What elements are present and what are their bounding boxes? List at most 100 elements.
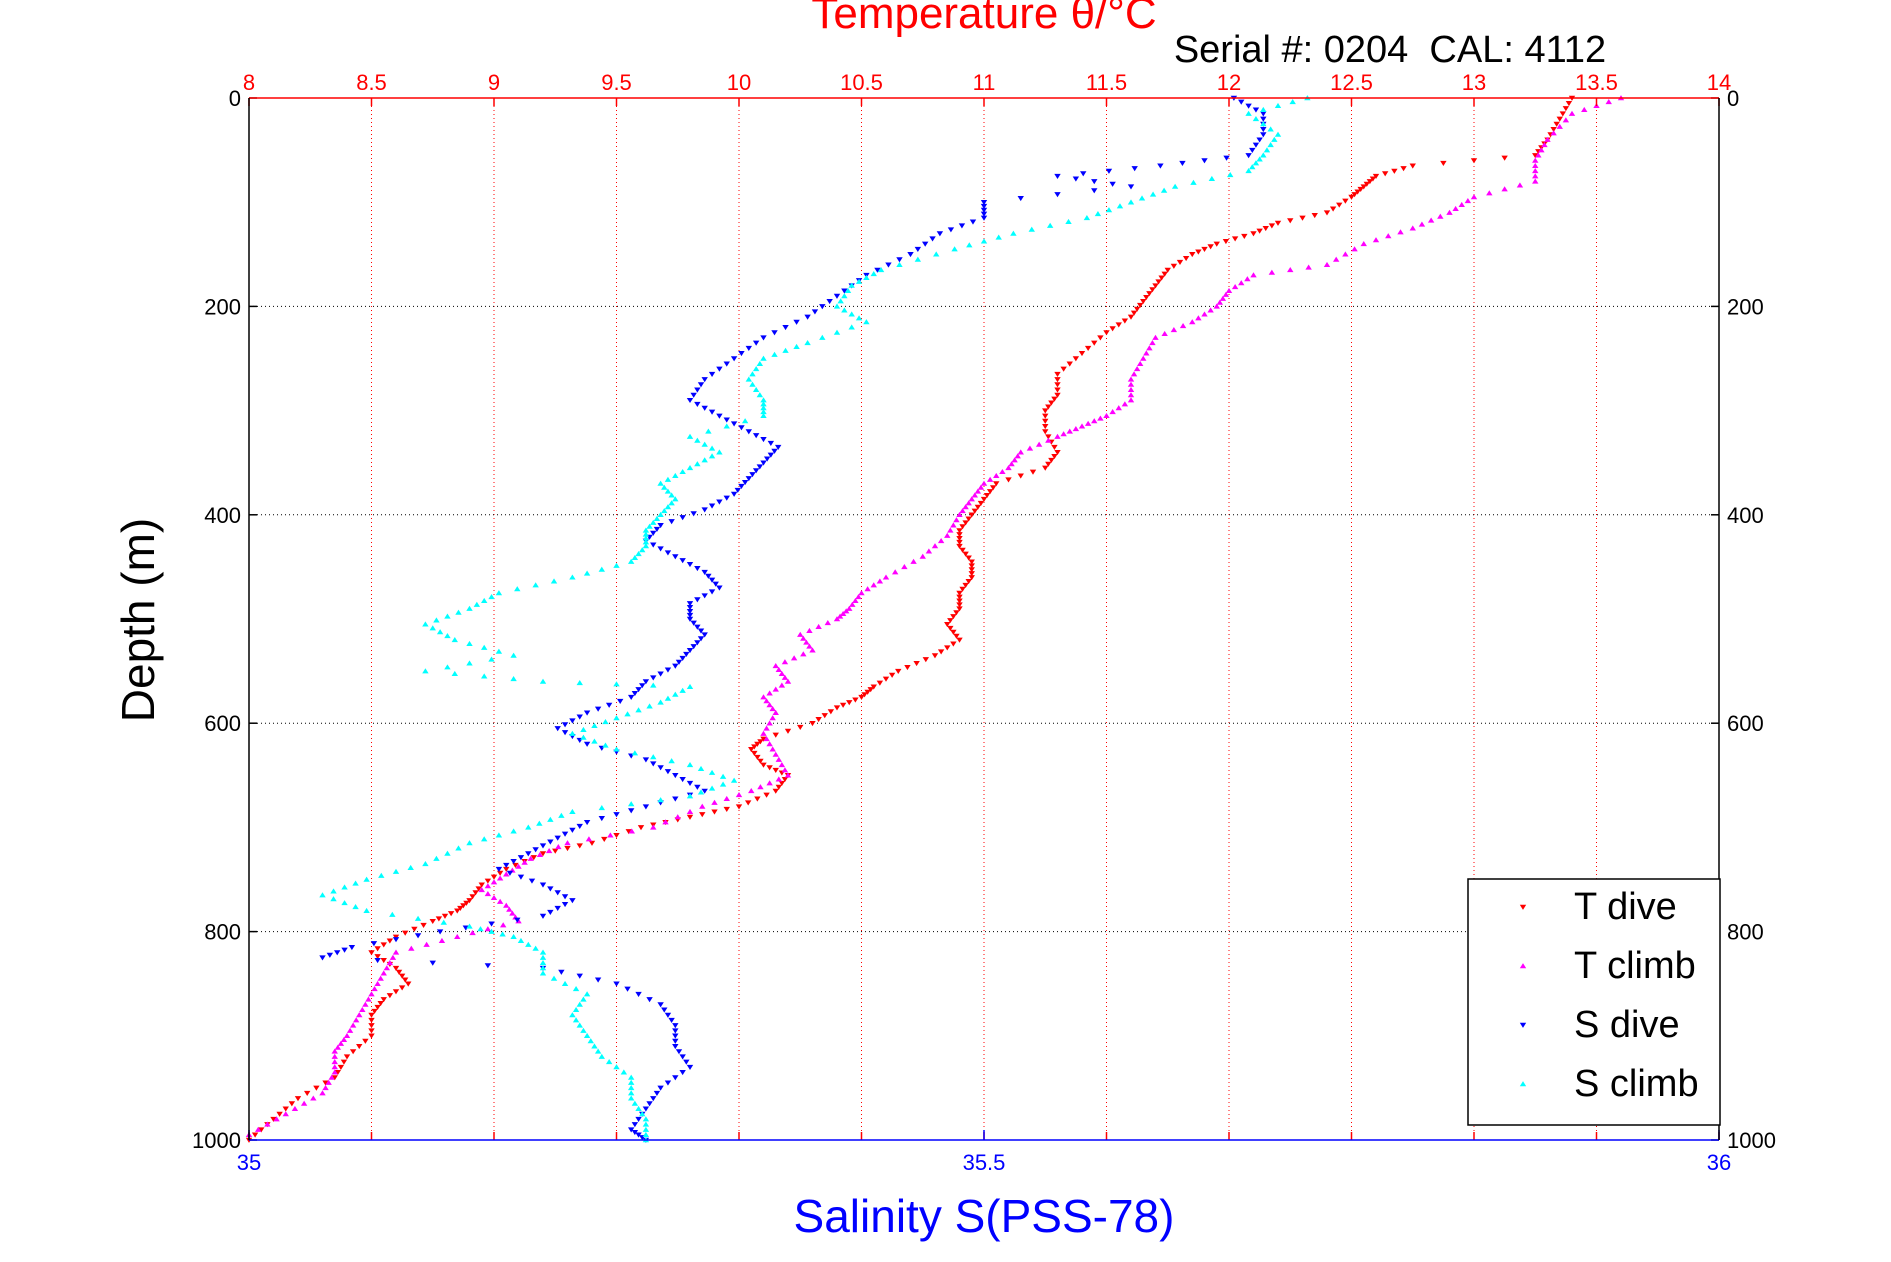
data-point	[754, 796, 761, 802]
data-point	[766, 702, 773, 708]
data-point	[514, 586, 521, 592]
data-point	[1127, 392, 1135, 398]
data-point	[1109, 181, 1116, 187]
data-point	[672, 1033, 679, 1039]
data-point	[386, 993, 394, 999]
data-point	[882, 574, 890, 580]
data-point	[583, 819, 591, 826]
data-point	[672, 1038, 679, 1044]
data-point	[1260, 111, 1267, 117]
data-point	[730, 421, 738, 427]
data-point	[962, 582, 969, 589]
data-point	[380, 942, 387, 948]
data-point	[1532, 153, 1539, 159]
data-point	[836, 613, 844, 619]
data-point	[888, 672, 896, 678]
data-point	[870, 684, 877, 690]
data-point	[539, 678, 547, 684]
data-point	[653, 1090, 661, 1096]
data-point	[1532, 157, 1539, 163]
data-point	[591, 1043, 598, 1049]
data-point	[1342, 198, 1349, 204]
data-point	[965, 516, 972, 522]
data-point	[310, 1095, 317, 1101]
data-point	[642, 1116, 650, 1122]
data-point	[657, 765, 664, 771]
data-point	[1470, 194, 1478, 200]
data-point	[343, 1054, 351, 1060]
data-point	[1201, 158, 1208, 164]
data-point	[1008, 461, 1015, 467]
data-point	[708, 577, 716, 583]
data-point	[631, 554, 639, 561]
data-point	[561, 730, 569, 736]
data-point	[334, 950, 341, 956]
data-point	[613, 681, 620, 687]
data-point	[1397, 229, 1404, 235]
data-point	[331, 1064, 338, 1070]
data-point	[639, 683, 646, 689]
data-point	[510, 828, 517, 834]
data-point	[1360, 241, 1367, 247]
data-point	[686, 1064, 694, 1070]
data-point	[1014, 453, 1021, 459]
data-point	[683, 1059, 690, 1065]
data-point	[745, 345, 752, 351]
data-point	[433, 855, 440, 861]
data-point	[1366, 179, 1374, 185]
data-point	[352, 903, 359, 910]
data-point	[668, 758, 675, 764]
data-point	[977, 484, 985, 490]
depth-tick-label-right: 200	[1727, 294, 1764, 319]
series-s-dive	[319, 95, 1267, 1143]
data-point	[631, 750, 639, 756]
data-point	[686, 562, 694, 568]
legend-label: T climb	[1574, 945, 1696, 987]
data-point	[642, 527, 650, 533]
data-point	[1164, 267, 1171, 273]
data-point	[965, 578, 972, 585]
data-point	[749, 472, 756, 478]
data-point	[672, 691, 679, 697]
data-point	[386, 938, 394, 944]
data-point	[646, 703, 653, 709]
data-point	[392, 934, 400, 940]
data-point	[668, 492, 675, 498]
data-point	[273, 1116, 280, 1122]
data-point	[701, 632, 708, 638]
data-point	[628, 1074, 635, 1080]
data-point	[694, 640, 701, 646]
data-point	[771, 448, 778, 454]
data-point	[506, 906, 513, 912]
data-point	[1556, 116, 1563, 122]
data-point	[672, 1043, 679, 1050]
data-point	[800, 651, 807, 657]
data-point	[1252, 107, 1260, 113]
data-point	[325, 1079, 332, 1085]
data-point	[848, 282, 855, 288]
data-point	[1260, 127, 1267, 133]
data-point	[1562, 117, 1570, 123]
data-point	[1048, 400, 1055, 406]
data-point	[484, 878, 492, 884]
data-point	[1260, 106, 1267, 112]
data-point	[1245, 110, 1252, 116]
data-point	[1532, 168, 1539, 174]
data-point	[642, 804, 650, 810]
data-point	[1538, 147, 1545, 153]
data-point	[539, 913, 547, 919]
data-point	[1140, 298, 1147, 305]
data-point	[809, 720, 816, 727]
data-point	[852, 597, 859, 604]
data-point	[734, 487, 741, 493]
data-point	[343, 1032, 351, 1039]
data-point	[686, 683, 694, 689]
data-point	[490, 894, 498, 900]
data-point	[635, 991, 642, 997]
data-point	[841, 307, 848, 313]
data-point	[690, 511, 697, 517]
data-point	[760, 409, 767, 415]
data-point	[510, 933, 517, 940]
data-point	[484, 926, 492, 932]
data-point	[760, 412, 767, 419]
